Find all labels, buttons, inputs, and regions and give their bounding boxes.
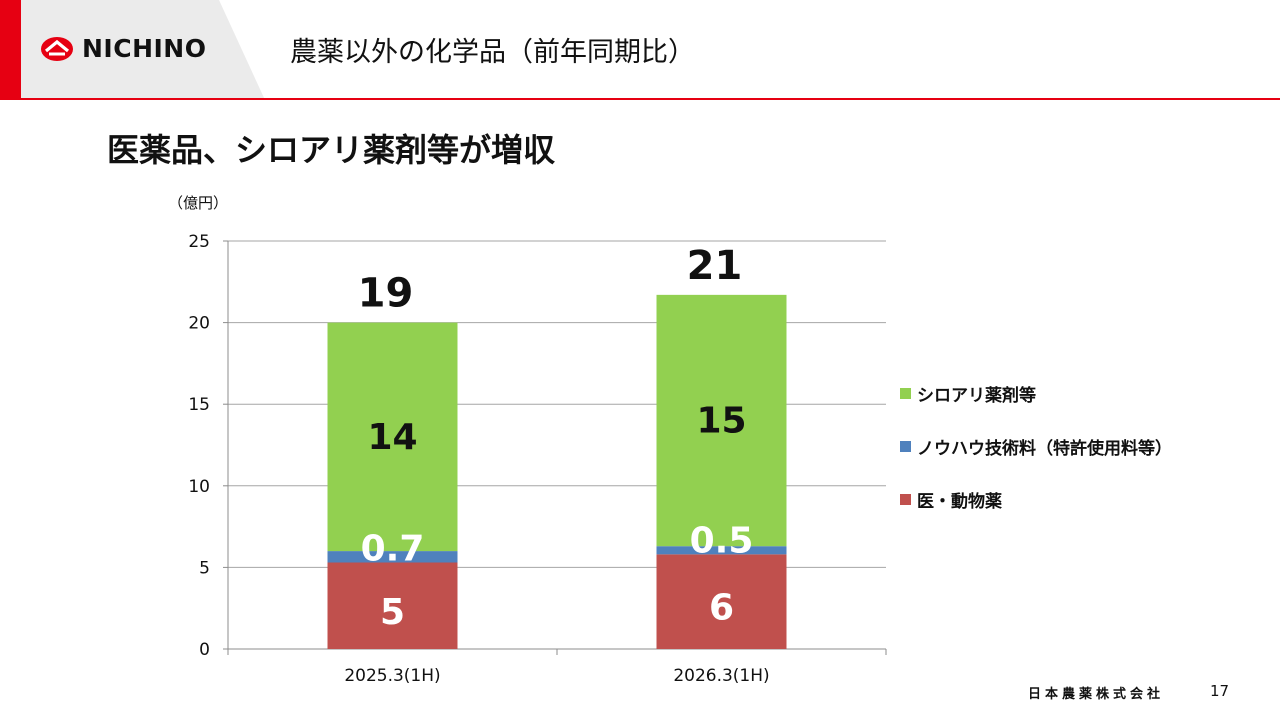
data-label: 15 [696, 401, 746, 442]
legend-label: シロアリ薬剤等 [917, 385, 1036, 406]
page-title: 農薬以外の化学品（前年同期比） [290, 37, 695, 68]
logo-text: NICHINO [82, 34, 207, 63]
header-divider [0, 98, 1280, 100]
grid-lines [228, 240, 886, 568]
nichino-logo-icon [41, 36, 73, 61]
legend-label: ノウハウ技術料（特許使用料等） [917, 438, 1172, 459]
data-label: 5 [380, 592, 405, 633]
chart-labels: 5 0.7 14 19 2025.3(1H) 6 0.5 15 21 2026.3(1H) [344, 243, 769, 686]
y-tick-label: 10 [188, 477, 210, 497]
x-category-label: 2025.3(1H) [344, 666, 440, 686]
legend-label: 医・動物薬 [917, 491, 1002, 512]
bar-segment [656, 554, 787, 649]
total-label: 21 [687, 243, 743, 289]
header: NICHINO 農薬以外の化学品（前年同期比） [0, 0, 1280, 100]
y-tick-label: 5 [199, 558, 210, 578]
y-tick-label: 20 [188, 314, 210, 334]
legend-swatch [900, 440, 911, 452]
unit-label: （億円） [168, 194, 229, 212]
chart-legend: シロアリ薬剤等ノウハウ技術料（特許使用料等） 医・動物薬 [900, 380, 1172, 539]
legend-item: ノウハウ技術料（特許使用料等） [900, 433, 1172, 459]
x-category-label: 2026.3(1H) [673, 666, 769, 686]
bars [327, 294, 787, 649]
company-logo: NICHINO [40, 34, 206, 63]
header-accent-bar [0, 0, 21, 100]
footer-company-name: 日本農薬株式会社 [1028, 687, 1165, 702]
y-tick-label: 0 [199, 640, 210, 660]
legend-swatch [900, 387, 911, 399]
legend-item: 医・動物薬 [900, 486, 1172, 512]
y-tick-label: 15 [188, 395, 210, 415]
bar-segment [327, 551, 458, 563]
legend-swatch [900, 493, 911, 505]
bar-segment [327, 322, 458, 552]
headline: 医薬品、シロアリ薬剤等が増収 [107, 131, 556, 169]
data-label: 0.5 [690, 520, 754, 561]
total-label: 19 [358, 271, 414, 317]
y-tick-label: 25 [188, 232, 210, 252]
legend-item: シロアリ薬剤等 [900, 380, 1172, 406]
bar-segment [327, 562, 458, 649]
bar-segment [656, 294, 787, 547]
bar-segment [656, 546, 787, 555]
data-label: 14 [367, 417, 417, 458]
data-label: 0.7 [361, 529, 425, 570]
data-label: 6 [709, 588, 734, 629]
page-number: 17 [1210, 682, 1230, 700]
